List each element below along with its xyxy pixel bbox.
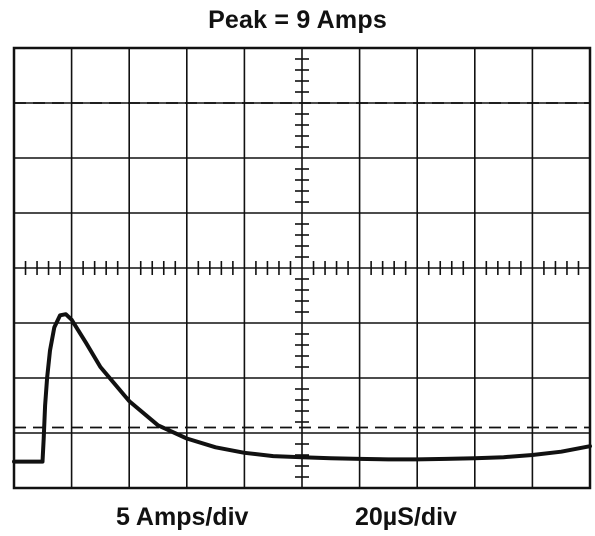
reference-lines: [14, 102, 590, 429]
trace-layer: [12, 312, 592, 464]
center-axis-ticks: [24, 58, 580, 478]
horizontal-scale-label: 20µS/div: [355, 503, 457, 531]
chart-title: Peak = 9 Amps: [208, 6, 387, 34]
waveform-trace: [12, 312, 592, 464]
vertical-scale-label: 5 Amps/div: [116, 503, 249, 531]
screen-border: [12, 46, 592, 490]
